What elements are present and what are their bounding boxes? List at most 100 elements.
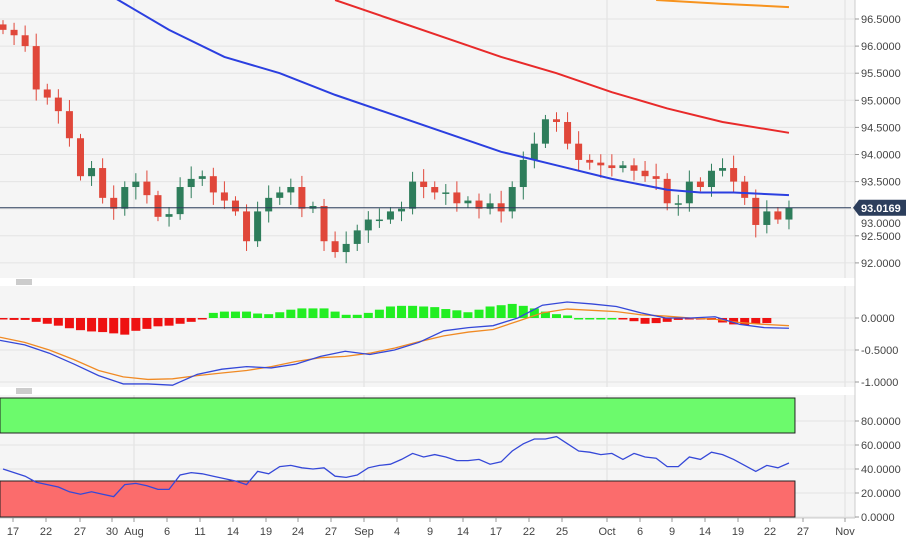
candle-down	[209, 176, 217, 193]
x-tick-label: 14	[699, 526, 711, 538]
macd-histogram-bar	[341, 314, 351, 318]
macd-histogram-bar	[9, 318, 19, 320]
macd-histogram-bar	[673, 318, 683, 320]
macd-histogram-bar	[275, 312, 285, 318]
macd-histogram-bar	[330, 311, 340, 318]
macd-histogram-bar	[430, 307, 440, 318]
candle-down	[154, 195, 162, 217]
macd-histogram-bar	[109, 318, 119, 334]
macd-histogram-bar	[120, 318, 130, 335]
macd-histogram-bar	[385, 306, 395, 318]
macd-histogram-bar	[253, 313, 263, 318]
candle-down	[420, 181, 428, 188]
x-tick-label: 6	[637, 526, 643, 538]
macd-histogram-bar	[20, 318, 30, 320]
macd-histogram-bar	[408, 305, 418, 318]
candle-up	[409, 181, 417, 209]
macd-histogram-bar	[186, 318, 196, 322]
candle-down	[586, 159, 594, 163]
candle-down	[641, 170, 649, 177]
macd-panel-bg	[0, 286, 855, 387]
candle-down	[564, 121, 572, 144]
candle-up	[132, 181, 140, 188]
macd-histogram-bar	[264, 314, 274, 318]
macd-histogram-bar	[242, 311, 252, 318]
candle-down	[652, 176, 660, 179]
candle-down	[320, 205, 328, 242]
price-tick-label: 92.5000	[861, 231, 901, 243]
x-tick-label: 14	[227, 526, 239, 538]
macd-histogram-bar	[618, 318, 628, 320]
candle-up	[486, 203, 494, 209]
candle-up	[187, 178, 195, 188]
macd-panel	[0, 301, 790, 386]
candle-down	[597, 162, 605, 166]
rsi-tick-label: 80.0000	[861, 416, 901, 428]
macd-histogram-bar	[397, 305, 407, 318]
rsi-line	[2, 435, 790, 498]
x-tick-label: 27	[74, 526, 86, 538]
candle-down	[475, 200, 483, 209]
candle-up	[519, 159, 527, 188]
candle-up	[287, 187, 295, 193]
candle-down	[43, 89, 51, 98]
candle-up	[785, 207, 793, 220]
macd-histogram-bar	[64, 318, 74, 329]
macd-histogram-bar	[319, 308, 329, 318]
candle-down	[453, 192, 461, 204]
x-tick-label: 9	[427, 526, 433, 538]
price-tick-label: 93.0000	[861, 218, 901, 230]
macd-histogram-bar	[762, 318, 772, 324]
x-tick-label: 11	[194, 526, 205, 538]
macd-histogram-bar	[131, 318, 141, 331]
candle-up	[265, 197, 273, 212]
x-tick-label: Nov	[835, 526, 855, 538]
macd-histogram-bar	[629, 318, 639, 322]
candle-down	[99, 168, 107, 198]
x-tick-label: Oct	[598, 526, 615, 538]
x-tick-label: 19	[732, 526, 744, 538]
candle-up	[619, 165, 627, 169]
macd-histogram-bar	[640, 318, 650, 324]
grid	[0, 0, 855, 518]
macd-histogram-bar	[219, 311, 229, 318]
candle-down	[231, 200, 239, 212]
x-tick-label: 17	[7, 526, 19, 538]
macd-histogram-bar	[596, 318, 606, 320]
x-tick-label: 24	[292, 526, 304, 538]
macd-histogram-bar	[164, 318, 174, 326]
macd-histogram-bar	[740, 318, 750, 326]
candle-up	[398, 208, 406, 212]
macd-histogram-bar	[197, 318, 207, 320]
macd-histogram-bar	[175, 318, 185, 324]
candle-up	[386, 211, 394, 220]
price-tick-label: 95.0000	[861, 95, 901, 107]
macd-histogram-bar	[452, 310, 462, 318]
x-tick-label: 14	[457, 526, 469, 538]
macd-histogram-bar	[297, 308, 307, 318]
macd-histogram-bar	[563, 315, 573, 318]
candle-down	[696, 181, 704, 188]
candle-up	[375, 219, 383, 222]
rsi-tick-label: 20.0000	[861, 488, 901, 500]
candle-up	[707, 170, 715, 188]
candle-down	[54, 97, 62, 112]
macd-histogram-bar	[308, 308, 318, 318]
moving-averages	[0, 0, 851, 209]
candle-up	[508, 187, 516, 212]
candle-up	[353, 230, 361, 244]
macd-histogram-bar	[419, 306, 429, 318]
price-tick-label: 96.5000	[861, 14, 901, 26]
macd-histogram-bar	[485, 306, 495, 318]
x-tick-label: 22	[40, 526, 52, 538]
candle-down	[65, 111, 73, 139]
x-tick-label: 19	[260, 526, 272, 538]
macd-histogram-bar	[607, 318, 617, 320]
macd-histogram-bar	[98, 318, 108, 333]
candle-up	[176, 187, 184, 215]
x-tick-label: 27	[797, 526, 809, 538]
candle-down	[431, 187, 439, 193]
x-tick-label: 27	[325, 526, 337, 538]
